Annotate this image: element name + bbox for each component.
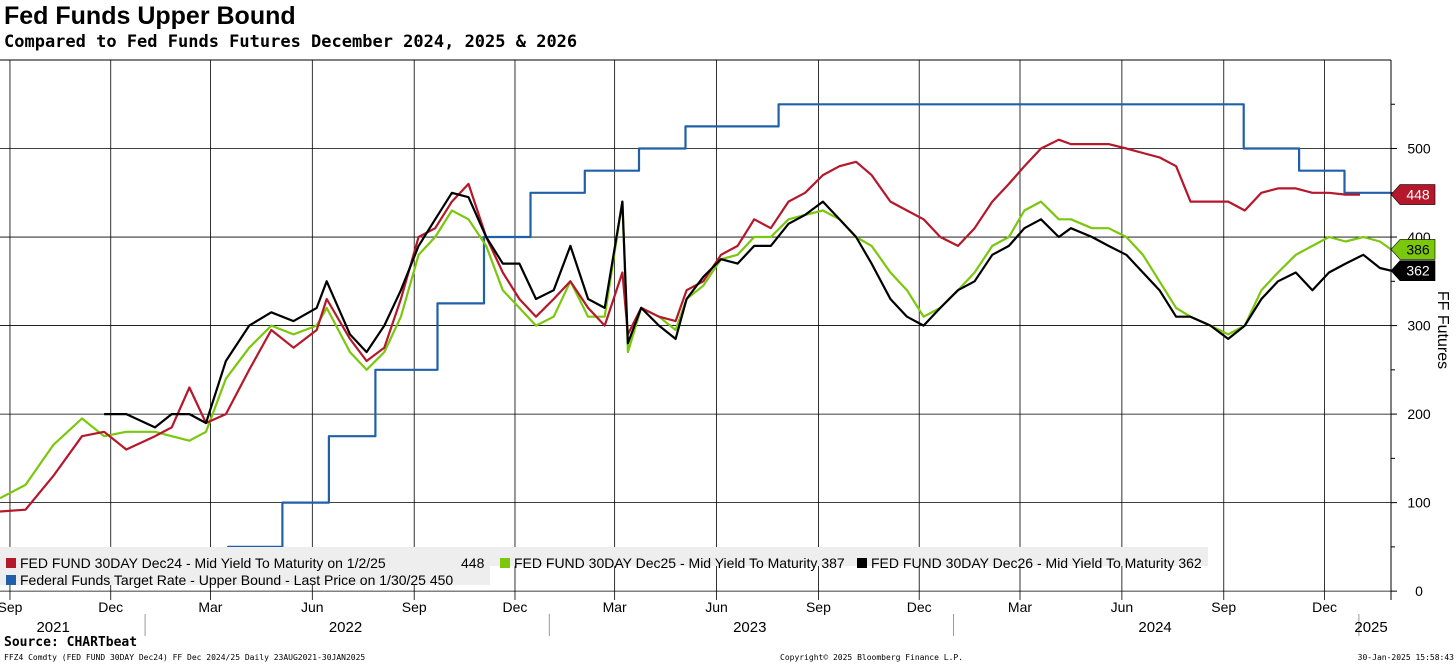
- legend: FED FUND 30DAY Dec24 - Mid Yield To Matu…: [0, 547, 1208, 588]
- x-year-label: 2024: [1138, 619, 1171, 636]
- x-year-label: 2022: [329, 619, 362, 636]
- x-tick-label: Jun: [705, 599, 728, 615]
- x-tick-label: Sep: [0, 599, 23, 615]
- legend-label-dec26: FED FUND 30DAY Dec26 - Mid Yield To Matu…: [871, 555, 1202, 571]
- legend-swatch-dec26: [857, 558, 867, 568]
- x-tick-label: Mar: [603, 599, 627, 615]
- value-tag-label-dec25: 386: [1406, 241, 1430, 257]
- chart-subtitle: Compared to Fed Funds Futures December 2…: [4, 32, 578, 52]
- x-year-label: 2025: [1354, 619, 1387, 636]
- footer-copyright: Copyright© 2025 Bloomberg Finance L.P.: [780, 653, 964, 662]
- legend-bg-row1: [0, 547, 1208, 566]
- chart-title: Fed Funds Upper Bound: [4, 2, 296, 30]
- legend-bg-row2: [0, 566, 490, 585]
- y-tick-label: 500: [1407, 141, 1431, 157]
- legend-label-dec24: FED FUND 30DAY Dec24 - Mid Yield To Matu…: [20, 555, 386, 571]
- x-tick-label: Dec: [503, 599, 528, 615]
- value-tag-dec26: [1390, 260, 1436, 281]
- legend-label-dec25: FED FUND 30DAY Dec25 - Mid Yield To Matu…: [514, 555, 845, 571]
- x-tick-label: Jun: [1111, 599, 1134, 615]
- x-year-label: 2023: [733, 619, 766, 636]
- y-axis-label: FF Futures: [1434, 291, 1451, 369]
- x-tick-label: Dec: [907, 599, 932, 615]
- series-line-upper_bound: [0, 103, 1391, 571]
- value-tag-label-dec26: 362: [1406, 263, 1430, 279]
- legend-swatch-dec25: [500, 558, 510, 568]
- y-tick-label: 200: [1407, 406, 1431, 422]
- y-tick-label: 300: [1407, 318, 1431, 334]
- footer-left: FFZ4 Comdty (FED FUND 30DAY Dec24) FF De…: [4, 653, 366, 662]
- x-tick-label: Mar: [1008, 599, 1032, 615]
- y-tick-label: 0: [1415, 583, 1423, 599]
- source-note: Source: CHARTbeat: [4, 635, 138, 650]
- series-line-dec25: [0, 200, 1392, 500]
- x-tick-label: Dec: [98, 599, 123, 615]
- grid-lines: [0, 59, 1391, 600]
- y-tick-label: 100: [1407, 495, 1431, 511]
- x-tick-label: Sep: [1211, 599, 1236, 615]
- x-tick-label: Sep: [806, 599, 831, 615]
- x-tick-label: Sep: [402, 599, 427, 615]
- x-tick-label: Mar: [198, 599, 222, 615]
- legend-value-dec24: 448: [461, 555, 485, 571]
- series-lines: [0, 103, 1392, 571]
- value-tag-dec24: [1390, 184, 1436, 205]
- legend-swatch-upper_bound: [6, 575, 16, 585]
- x-year-label: 2021: [36, 619, 69, 636]
- footer-timestamp: 30-Jan-2025 15:58:43: [1357, 653, 1454, 662]
- legend-label-upper_bound: Federal Funds Target Rate - Upper Bound …: [20, 572, 453, 588]
- legend-swatch-dec24: [6, 558, 16, 568]
- x-tick-label: Dec: [1312, 599, 1337, 615]
- series-line-dec26: [104, 191, 1392, 429]
- value-tag-label-dec24: 448: [1406, 187, 1430, 203]
- x-tick-label: Jun: [301, 599, 324, 615]
- value-tag-dec25: [1390, 239, 1436, 260]
